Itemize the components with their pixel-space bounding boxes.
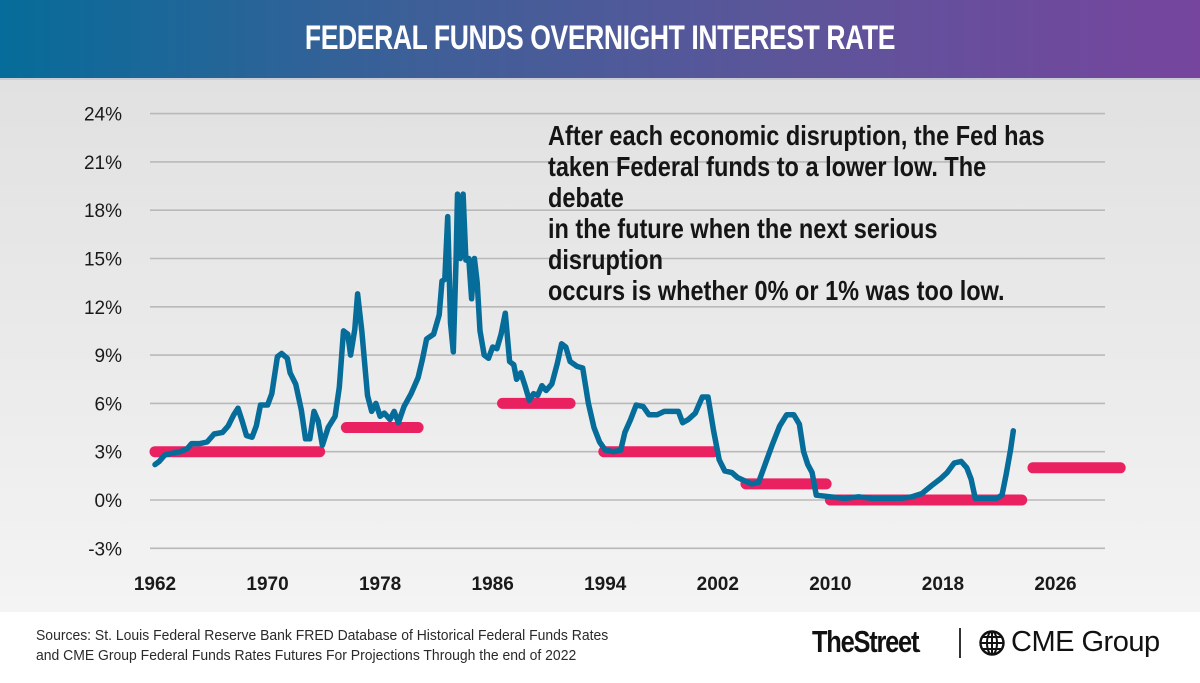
sources-line-2: and CME Group Federal Funds Rates Future… [36,647,577,664]
chart-background [0,80,1200,612]
thestreet-logo-text: TheStreet [812,624,919,659]
cme-group-logo-text: CME Group [1011,626,1160,658]
y-tick-label: 0% [95,491,123,512]
y-tick-label: 24% [84,105,122,126]
y-tick-label: 9% [95,346,123,367]
title-banner: FEDERAL FUNDS OVERNIGHT INTEREST RATE [0,0,1200,80]
logo-divider [959,628,961,658]
x-tick-label: 1962 [134,574,176,595]
sources-line-1: Sources: St. Louis Federal Reserve Bank … [36,627,609,644]
x-tick-label: 2010 [809,574,851,595]
cme-group-logo: CME Group [979,626,1160,659]
annotation-text: After each economic disruption, the Fed … [548,120,1045,306]
y-tick-label: 18% [84,201,122,222]
x-tick-label: 1994 [584,574,627,595]
x-tick-label: 2018 [922,574,964,595]
thestreet-logo: TheStreet. [812,624,921,660]
x-tick-label: 1978 [359,574,401,595]
series-group [152,191,1017,502]
x-tick-label: 2002 [697,574,739,595]
x-tick-label: 1986 [472,574,514,595]
series-line-fed-funds-rate [152,191,1017,502]
y-tick-label: 12% [84,298,122,319]
thestreet-logo-mark: . [918,641,921,655]
y-axis: 24% 21% 18% 15% 12% 9% 6% 3% 0% -3% [84,105,122,561]
x-axis: 1962 1970 1978 1986 1994 2002 2010 2018 2026 [134,574,1077,595]
page-title: FEDERAL FUNDS OVERNIGHT INTEREST RATE [304,19,896,57]
y-tick-label: 3% [95,443,123,464]
y-tick-label: 15% [84,250,122,271]
y-tick-label: 21% [84,153,122,174]
x-tick-label: 1970 [246,574,288,595]
y-tick-label: 6% [95,394,123,415]
sources-text: Sources: St. Louis Federal Reserve Bank … [36,626,608,666]
globe-icon [979,629,1005,656]
x-tick-label: 2026 [1034,574,1076,595]
y-tick-label: -3% [88,539,122,560]
